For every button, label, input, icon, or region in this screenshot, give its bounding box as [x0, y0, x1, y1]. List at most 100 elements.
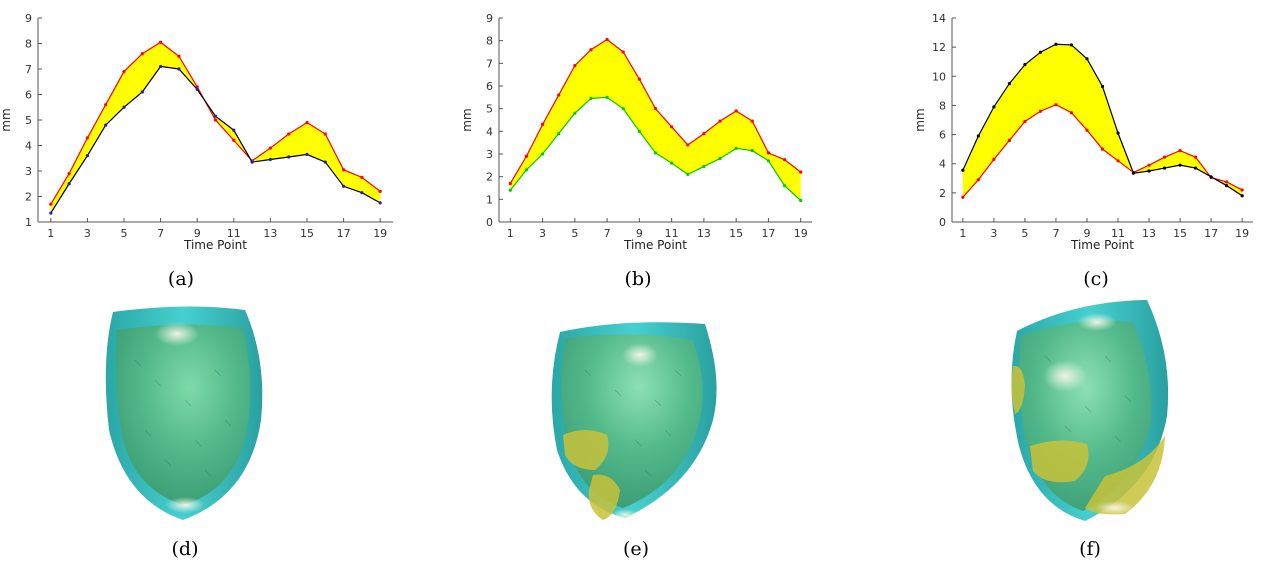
- data-point: [540, 152, 545, 156]
- data-point: [605, 95, 609, 99]
- data-point: [1240, 188, 1244, 192]
- data-point: [250, 160, 254, 164]
- data-point: [1131, 171, 1136, 175]
- data-point: [557, 132, 561, 136]
- data-point: [766, 151, 771, 155]
- y-tick-label: 6: [25, 89, 32, 102]
- data-point: [232, 128, 236, 132]
- x-tick-label: 13: [697, 227, 711, 240]
- data-point: [702, 132, 706, 136]
- y-axis-title: mm: [913, 108, 927, 131]
- data-point: [287, 155, 291, 159]
- data-point: [961, 195, 965, 199]
- x-tick-label: 5: [571, 227, 578, 240]
- data-point: [524, 168, 529, 172]
- data-point: [305, 120, 309, 125]
- data-point: [976, 134, 980, 138]
- data-point: [1007, 138, 1012, 142]
- data-point: [1007, 81, 1012, 86]
- x-tick-label: 11: [227, 227, 241, 240]
- y-tick-label: 5: [25, 114, 32, 127]
- heart-render-e: [551, 322, 717, 521]
- data-point: [268, 146, 272, 150]
- y-tick-label: 14: [932, 12, 946, 25]
- data-point: [782, 158, 787, 162]
- data-point: [718, 156, 722, 161]
- x-tick-label: 9: [194, 227, 201, 240]
- x-tick-label: 11: [665, 227, 679, 240]
- data-point: [653, 107, 658, 111]
- data-point: [508, 188, 512, 192]
- highlight-mid: [1043, 360, 1087, 392]
- lesion-patch: [563, 430, 609, 470]
- x-tick-label: 9: [636, 227, 643, 240]
- data-point: [589, 96, 593, 101]
- data-point: [1193, 166, 1198, 170]
- x-axis-title: Time Point: [183, 238, 247, 252]
- data-point: [1225, 180, 1229, 184]
- x-tick-label: 17: [761, 227, 775, 240]
- lesion-patch: [1085, 436, 1165, 515]
- data-point: [637, 77, 641, 81]
- data-point: [140, 90, 144, 94]
- y-tick-label: 7: [25, 63, 32, 76]
- data-point: [1023, 119, 1027, 124]
- x-tick-label: 19: [794, 227, 808, 240]
- y-tick-label: 5: [486, 103, 493, 116]
- data-point: [766, 159, 771, 163]
- data-point: [305, 152, 309, 157]
- data-point: [360, 175, 364, 179]
- lesion-patch: [1030, 440, 1089, 483]
- y-tick-label: 4: [486, 125, 493, 138]
- x-axis-title: Time Point: [623, 238, 687, 252]
- data-point: [159, 64, 163, 69]
- data-point: [1116, 159, 1120, 163]
- data-point: [653, 151, 658, 155]
- x-tick-label: 7: [157, 227, 164, 240]
- data-point: [589, 48, 593, 52]
- heart-render-f: [1011, 300, 1169, 521]
- data-point: [268, 157, 272, 162]
- y-tick-label: 10: [932, 70, 946, 83]
- data-point: [49, 202, 53, 206]
- data-point: [540, 122, 545, 127]
- y-tick-label: 3: [25, 165, 32, 178]
- data-point: [637, 129, 641, 133]
- data-point: [232, 138, 236, 142]
- lesion-patch: [588, 474, 620, 520]
- data-point: [213, 114, 218, 118]
- data-point: [573, 111, 577, 115]
- data-point: [104, 123, 108, 127]
- x-tick-label: 19: [1235, 227, 1249, 240]
- data-point: [524, 154, 529, 158]
- y-tick-label: 0: [939, 216, 946, 229]
- y-tick-label: 0: [486, 216, 493, 229]
- x-tick-label: 19: [373, 227, 387, 240]
- highlight-top: [1077, 313, 1117, 331]
- data-point: [1147, 169, 1151, 173]
- x-tick-label: 1: [47, 227, 54, 240]
- data-point: [85, 154, 90, 158]
- data-point: [378, 189, 382, 193]
- x-tick-label: 15: [300, 227, 314, 240]
- data-point: [1193, 155, 1198, 159]
- y-tick-label: 8: [939, 99, 946, 112]
- data-point: [323, 160, 327, 164]
- data-point: [1023, 63, 1027, 67]
- data-point: [1178, 149, 1182, 153]
- x-tick-label: 7: [1052, 227, 1059, 240]
- data-point: [1038, 109, 1043, 113]
- data-point: [1100, 147, 1105, 151]
- data-point: [621, 50, 625, 54]
- data-point: [177, 67, 181, 71]
- x-tick-label: 7: [604, 227, 611, 240]
- chart-panel-b: 0 1 2 3 4 5 6 7 8 9 1 3 5 7 9 11 13 15 17 19 Time Point mm (b…: [420, 0, 840, 300]
- heart-inner-surface: [115, 324, 251, 505]
- data-point: [686, 143, 690, 147]
- x-tick-label: 5: [1021, 227, 1028, 240]
- x-tick-label: 15: [729, 227, 743, 240]
- data-point: [718, 119, 722, 123]
- data-point: [992, 157, 996, 161]
- highlight-bottom: [611, 509, 639, 521]
